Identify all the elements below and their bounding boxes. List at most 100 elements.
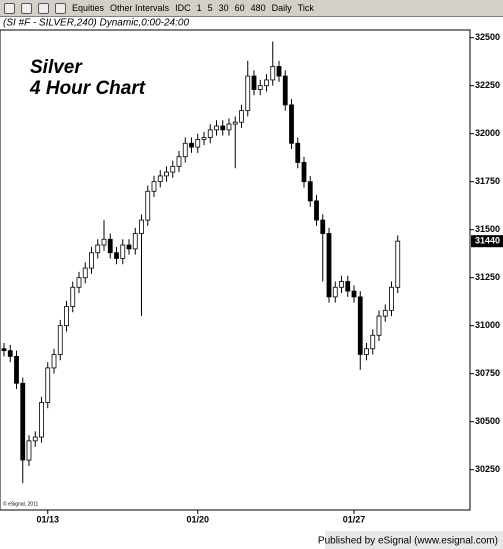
toolbar-item[interactable]: IDC (175, 3, 191, 13)
candle-body (164, 171, 169, 177)
candle-body (395, 240, 401, 288)
candle-body (32, 436, 38, 442)
candle-body (314, 200, 319, 221)
candle-body (95, 244, 101, 254)
icon[interactable] (4, 2, 15, 14)
candle-body (332, 286, 338, 298)
candle-body (270, 66, 276, 81)
candle-body (339, 281, 344, 288)
y-tick-label: 31250 (475, 272, 500, 282)
candle-body (282, 75, 288, 106)
candle-body (295, 142, 301, 163)
candle-body (1, 348, 7, 352)
toolbar-item[interactable]: Other Intervals (110, 3, 170, 13)
toolbar-item[interactable]: Equities (72, 3, 105, 13)
y-tick-label: 31000 (475, 320, 500, 330)
candle-body (320, 219, 326, 234)
y-tick-label: 32500 (475, 32, 500, 42)
candle-body (107, 238, 113, 254)
candle-body (89, 252, 94, 269)
candle-body (251, 75, 257, 90)
y-tick-label: 32250 (475, 80, 500, 90)
toolbar-item[interactable]: 480 (250, 3, 266, 13)
candle-body (301, 162, 307, 183)
y-tick-label: 31500 (475, 224, 500, 234)
candle-body (120, 244, 126, 259)
candle-body (70, 286, 76, 307)
candle-body (176, 156, 182, 167)
candle-body (20, 382, 26, 461)
candle-body (376, 315, 382, 336)
candle-body (326, 233, 332, 298)
candle-body (195, 139, 201, 148)
candle-body (45, 367, 51, 403)
candle-body (76, 277, 82, 288)
candle-body (239, 110, 244, 123)
candle-body (170, 165, 176, 173)
y-tick-label: 30250 (475, 464, 500, 474)
candle-body (264, 79, 269, 87)
candle-body (201, 137, 207, 140)
candle-body (182, 142, 188, 158)
toolbar-item[interactable]: 5 (207, 3, 213, 13)
candle-body (214, 125, 219, 131)
x-tick-label: 01/13 (36, 514, 59, 524)
plot-frame (0, 29, 471, 511)
candle-body (7, 350, 13, 357)
candle-body (64, 306, 69, 327)
candle-body (226, 123, 232, 131)
candle-body (370, 334, 376, 350)
y-tick-label: 32000 (475, 128, 500, 138)
candle-body (389, 286, 394, 311)
candle-body (307, 181, 313, 202)
candle-body (126, 244, 132, 250)
candle-body (357, 296, 363, 355)
y-tick-label: 30500 (475, 416, 500, 426)
annotation: 4 Hour Chart (29, 78, 146, 99)
icon[interactable] (21, 2, 32, 14)
footer: Published by eSignal (www.esignal.com) (318, 536, 498, 547)
toolbar: Equities Other Intervals IDC 1 5 30 60 4… (0, 0, 503, 17)
candle-body (189, 142, 194, 148)
toolbar-item[interactable]: Tick (297, 3, 314, 13)
candle-body (151, 181, 157, 192)
candle-body (82, 267, 88, 279)
candle-body (289, 104, 294, 144)
chart-header: (SI #F - SILVER,240) Dynamic,0:00-24:00 (3, 18, 189, 29)
chart: (SI #F - SILVER,240) Dynamic,0:00-24:00 … (0, 18, 503, 549)
candle-body (220, 125, 226, 131)
candle-body (26, 440, 32, 461)
candle-body (157, 175, 163, 183)
copyright: © eSignal, 2011 (3, 500, 39, 507)
candle-body (207, 129, 213, 138)
y-tick-label: 31750 (475, 176, 500, 186)
candle-body (257, 85, 263, 90)
candle-body (351, 290, 357, 298)
candle-body (57, 325, 63, 355)
candle-body (132, 233, 138, 250)
candle-body (364, 348, 369, 355)
candle-body (382, 309, 388, 317)
candle-body (101, 238, 107, 246)
x-tick-label: 01/20 (186, 514, 209, 524)
candle-body (51, 354, 57, 369)
candle-body (114, 252, 119, 259)
icon[interactable] (38, 2, 49, 14)
price-box (471, 235, 503, 248)
candle-body (245, 75, 251, 112)
candle-body (145, 190, 151, 221)
price-label: 31440 (475, 236, 500, 246)
candle-body (276, 66, 282, 77)
candle-body (139, 219, 144, 234)
x-tick-label: 01/27 (343, 514, 366, 524)
candle-body (232, 121, 238, 125)
toolbar-item[interactable]: Daily (271, 3, 292, 13)
footer-bg (325, 531, 503, 549)
toolbar-item[interactable]: 30 (218, 3, 229, 13)
annotation: Silver (30, 57, 83, 78)
toolbar-item[interactable]: 1 (196, 3, 202, 13)
toolbar-item[interactable]: 60 (234, 3, 245, 13)
icon[interactable] (55, 2, 66, 14)
candle-body (39, 402, 44, 438)
